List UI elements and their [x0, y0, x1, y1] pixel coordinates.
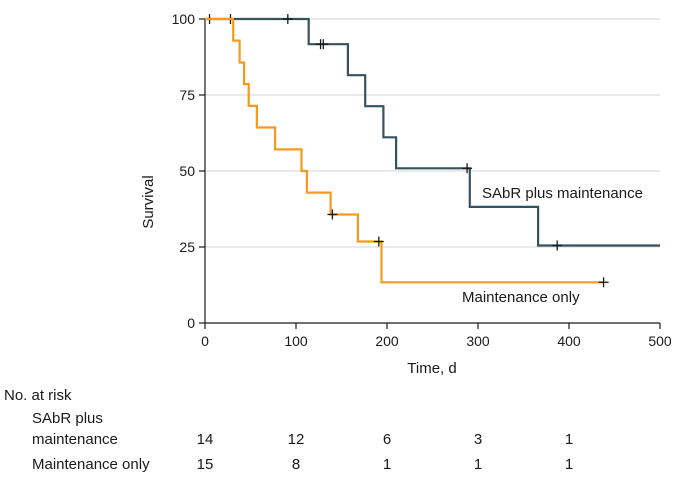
x-tick-label-300: 300: [466, 333, 490, 349]
censor-mark-maintenance-1: [373, 236, 384, 247]
x-tick-label-0: 0: [201, 333, 209, 349]
censor-mark-sabr-5: [462, 163, 473, 174]
grid-lines: [205, 18, 660, 248]
censor-mark-sabr-2: [282, 14, 293, 24]
risk-row-1-label-line1: SAbR plus: [32, 410, 103, 427]
risk-value-row1-col2: 12: [288, 431, 305, 448]
y-tick-label-25: 25: [179, 239, 195, 255]
axes: 0 25 50 75 100 0 100 200 300 400 500: [172, 11, 672, 349]
risk-table-title: No. at risk: [4, 387, 72, 404]
risk-value-row1-col1: 14: [197, 431, 214, 448]
x-tick-label-400: 400: [557, 333, 581, 349]
risk-value-row2-col5: 1: [565, 456, 573, 473]
series-group: [204, 14, 660, 288]
x-axis-title: Time, d: [407, 360, 456, 377]
censor-mark-sabr-4: [318, 39, 329, 50]
risk-value-row2-col4: 1: [474, 456, 482, 473]
risk-value-row1-col3: 6: [383, 431, 391, 448]
censor-mark-maintenance-0: [327, 209, 338, 220]
risk-row-2-label: Maintenance only: [32, 456, 150, 473]
y-tick-label-0: 0: [187, 315, 195, 331]
risk-row-1-label-line2: maintenance: [32, 431, 118, 448]
y-tick-label-75: 75: [179, 87, 195, 103]
risk-value-row1-col5: 1: [565, 431, 573, 448]
risk-value-row2-col2: 8: [292, 456, 300, 473]
x-tick-label-200: 200: [375, 333, 399, 349]
series-label-maintenance: Maintenance only: [462, 289, 580, 306]
series-label-sabr: SAbR plus maintenance: [482, 185, 643, 202]
censor-mark-sabr-6: [552, 240, 563, 251]
risk-value-row2-col1: 15: [197, 456, 214, 473]
censor-mark-maintenance-2: [598, 277, 609, 288]
x-tick-label-500: 500: [648, 333, 672, 349]
series-line-sabr: [205, 17, 660, 247]
risk-values: 14 12 6 3 1 15 8 1 1 1: [197, 431, 574, 473]
y-tick-label-50: 50: [179, 163, 195, 179]
x-tick-label-100: 100: [284, 333, 308, 349]
risk-table: No. at risk SAbR plus maintenance Mainte…: [4, 387, 573, 473]
series-line-maintenance: [205, 17, 604, 284]
y-tick-label-100: 100: [172, 11, 196, 27]
y-axis-title: Survival: [140, 175, 157, 228]
risk-value-row2-col3: 1: [383, 456, 391, 473]
risk-value-row1-col4: 3: [474, 431, 482, 448]
